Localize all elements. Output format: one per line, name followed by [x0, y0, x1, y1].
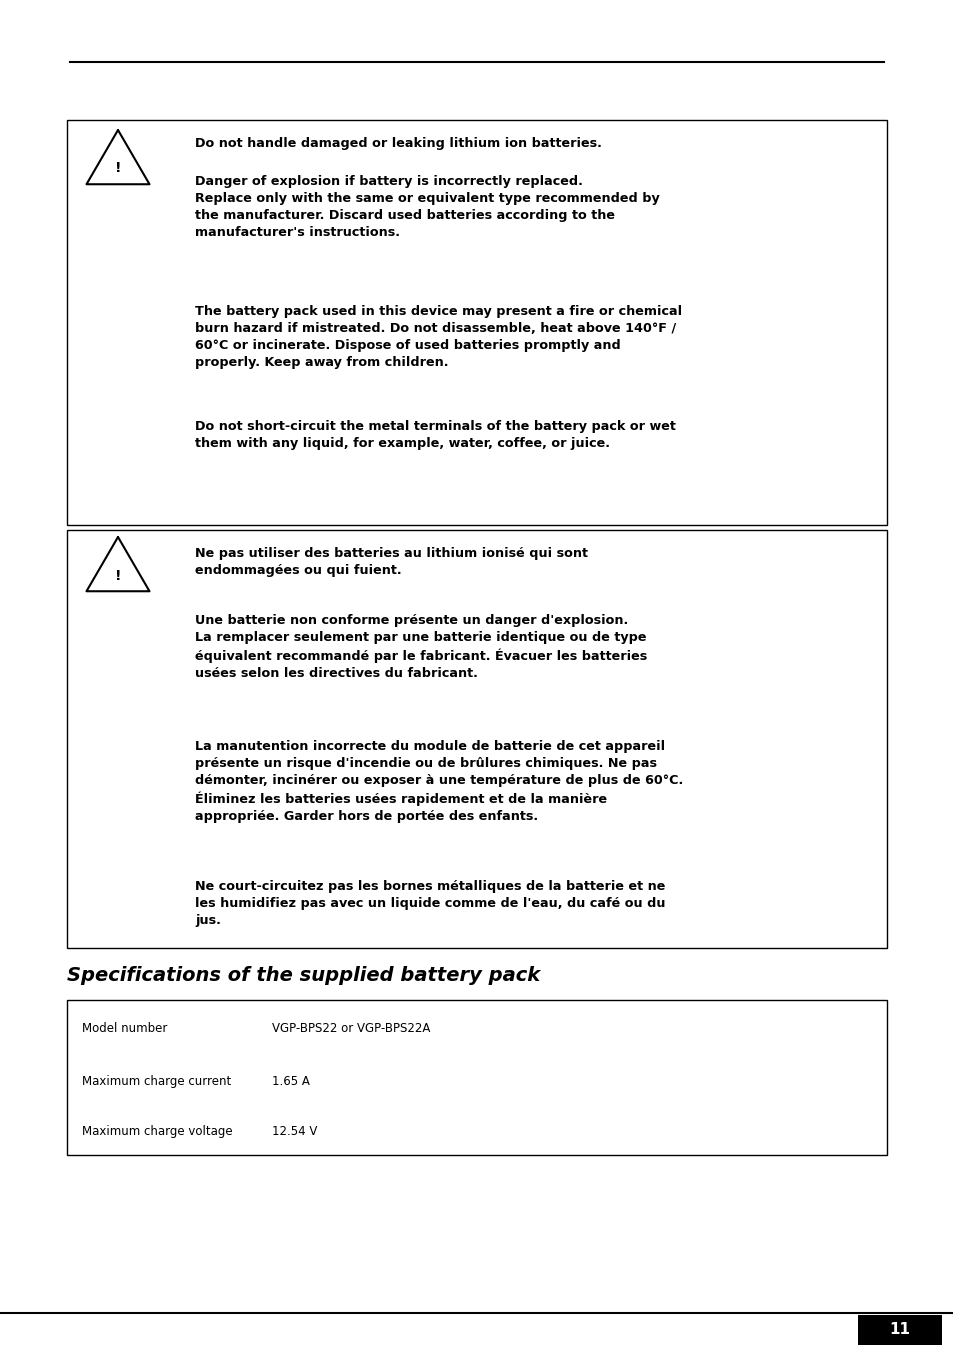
Text: La manutention incorrecte du module de batterie de cet appareil
présente un risq: La manutention incorrecte du module de b… — [194, 740, 682, 823]
Text: Une batterie non conforme présente un danger d'explosion.
La remplacer seulement: Une batterie non conforme présente un da… — [194, 614, 646, 680]
Bar — [67, 530, 886, 948]
Text: Danger of explosion if battery is incorrectly replaced.
Replace only with the sa: Danger of explosion if battery is incorr… — [194, 174, 659, 239]
Text: VGP-BPS22 or VGP-BPS22A: VGP-BPS22 or VGP-BPS22A — [272, 1022, 430, 1036]
Text: Maximum charge voltage: Maximum charge voltage — [82, 1125, 233, 1138]
Text: !: ! — [114, 568, 121, 583]
Text: The battery pack used in this device may present a fire or chemical
burn hazard : The battery pack used in this device may… — [194, 306, 681, 369]
Bar — [857, 1315, 941, 1345]
Bar — [67, 120, 886, 525]
Text: Maximum charge current: Maximum charge current — [82, 1075, 231, 1088]
Text: Ne pas utiliser des batteries au lithium ionisé qui sont
endommagées ou qui fuie: Ne pas utiliser des batteries au lithium… — [194, 548, 587, 577]
Text: Model number: Model number — [82, 1022, 167, 1036]
Text: Do not handle damaged or leaking lithium ion batteries.: Do not handle damaged or leaking lithium… — [194, 137, 601, 150]
Text: 1.65 A: 1.65 A — [272, 1075, 310, 1088]
Text: Do not short-circuit the metal terminals of the battery pack or wet
them with an: Do not short-circuit the metal terminals… — [194, 420, 675, 450]
Text: 12.54 V: 12.54 V — [272, 1125, 317, 1138]
Bar — [67, 1000, 886, 1155]
Text: !: ! — [114, 161, 121, 176]
Text: Ne court-circuitez pas les bornes métalliques de la batterie et ne
les humidifie: Ne court-circuitez pas les bornes métall… — [194, 880, 665, 927]
Text: 11: 11 — [888, 1322, 909, 1337]
Text: Specifications of the supplied battery pack: Specifications of the supplied battery p… — [67, 965, 539, 986]
